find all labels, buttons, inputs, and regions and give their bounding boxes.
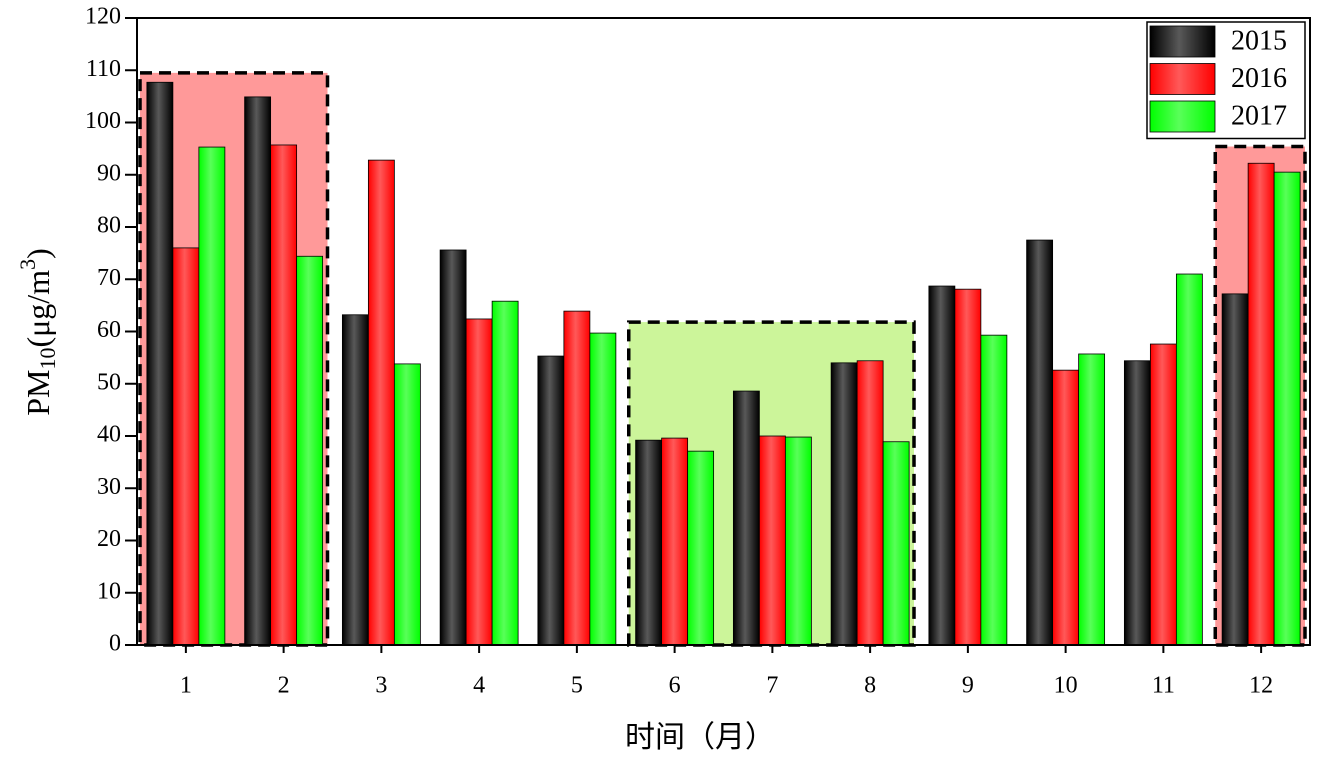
bar	[954, 288, 982, 646]
y-tick-label: 80	[97, 213, 121, 239]
y-axis-label: PM10(μg/m3)	[15, 248, 60, 416]
bar	[732, 390, 760, 646]
bar	[758, 435, 786, 646]
legend-swatch	[1149, 25, 1216, 58]
x-tick-label: 5	[571, 673, 583, 699]
x-tick-label: 7	[766, 673, 778, 699]
bar	[830, 362, 858, 646]
y-label-sub: 10	[35, 348, 60, 370]
y-tick-label: 20	[97, 526, 121, 552]
y-tick-label: 30	[97, 474, 121, 500]
y-label-part: PM	[20, 370, 56, 416]
bar	[491, 300, 519, 646]
x-tick-label: 8	[864, 673, 876, 699]
x-axis-label: 时间（月）	[625, 721, 775, 754]
bar	[1273, 171, 1301, 646]
bar	[784, 436, 812, 646]
x-tick-label: 1	[180, 673, 192, 699]
bar	[1247, 162, 1275, 646]
y-label-sup: 3	[15, 259, 40, 270]
bar	[1221, 293, 1249, 646]
y-tick-label: 100	[85, 108, 121, 134]
bar	[882, 441, 910, 646]
bar	[296, 255, 324, 646]
bar	[1026, 239, 1054, 646]
bar	[928, 285, 956, 646]
bar	[367, 159, 395, 646]
bar	[661, 437, 689, 646]
x-tick-label: 9	[962, 673, 974, 699]
bar	[1175, 273, 1203, 646]
bar	[687, 450, 715, 646]
y-tick-label: 90	[97, 160, 121, 186]
x-tick-label: 3	[375, 673, 387, 699]
bar	[465, 318, 493, 646]
bar	[1123, 360, 1151, 646]
bar	[244, 96, 272, 646]
bar	[589, 332, 617, 646]
legend-label: 2017	[1231, 100, 1287, 131]
bar	[537, 355, 565, 646]
x-tick-label: 2	[278, 673, 290, 699]
bar	[393, 363, 421, 646]
y-tick-label: 120	[85, 4, 121, 30]
y-tick-label: 0	[109, 631, 121, 657]
bar	[1052, 369, 1080, 646]
y-label-part: )	[20, 248, 56, 259]
bar	[856, 360, 884, 646]
y-tick-label: 40	[97, 422, 121, 448]
x-tick-label: 11	[1152, 673, 1175, 699]
bar	[439, 249, 467, 646]
y-tick-label: 10	[97, 578, 121, 604]
bar	[270, 144, 298, 646]
bar	[341, 314, 369, 646]
x-tick-label: 10	[1054, 673, 1078, 699]
bar	[1078, 353, 1106, 646]
bar	[146, 81, 174, 646]
legend-label: 2015	[1231, 25, 1287, 56]
bar	[198, 146, 226, 646]
bar	[563, 310, 591, 646]
bar	[172, 247, 200, 646]
y-label-part: (μg/m	[20, 270, 56, 348]
x-tick-label: 12	[1249, 673, 1273, 699]
bar	[635, 439, 663, 646]
y-tick-label: 60	[97, 317, 121, 343]
x-tick-label: 4	[473, 673, 485, 699]
y-tick-label: 70	[97, 265, 121, 291]
y-tick-label: 50	[97, 369, 121, 395]
bar	[1149, 343, 1177, 646]
y-tick-label: 110	[86, 56, 121, 82]
legend-swatch	[1149, 100, 1216, 133]
legend-label: 2016	[1231, 63, 1287, 94]
bar	[980, 334, 1008, 646]
legend-swatch	[1149, 63, 1216, 95]
x-tick-label: 6	[669, 673, 681, 699]
